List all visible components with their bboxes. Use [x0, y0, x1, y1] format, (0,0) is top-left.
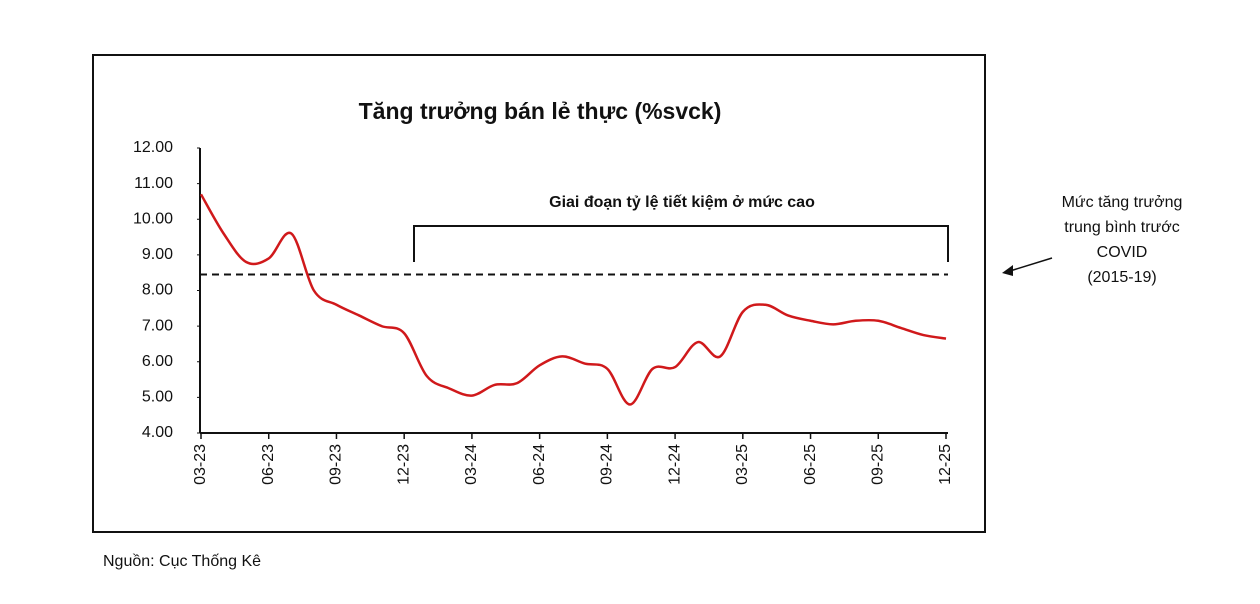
y-tick-label: 5.00 [142, 389, 173, 406]
x-tick-label: 06-25 [802, 444, 819, 485]
reference-note: COVID [1097, 244, 1148, 261]
reference-note: (2015-19) [1087, 269, 1156, 286]
x-tick-label: 03-24 [463, 444, 480, 485]
y-tick-label: 8.00 [142, 282, 173, 299]
x-tick-label: 12-23 [395, 444, 412, 485]
x-tick-label: 03-23 [192, 444, 209, 485]
y-tick-label: 6.00 [142, 353, 173, 370]
y-tick-label: 10.00 [133, 210, 173, 227]
y-tick-label: 11.00 [134, 175, 173, 192]
x-tick-label: 12-25 [937, 444, 954, 485]
reference-note: trung bình trước [1064, 219, 1179, 236]
chart-title: Tăng trưởng bán lẻ thực (%svck) [359, 98, 722, 124]
chart-frame [92, 54, 986, 533]
reference-note: Mức tăng trưởng [1062, 194, 1183, 211]
period-bracket [413, 225, 949, 262]
x-tick-label: 06-23 [260, 444, 277, 485]
source-note: Nguồn: Cục Thống Kê [103, 553, 261, 570]
x-tick-label: 09-24 [599, 444, 616, 485]
data-line [199, 193, 947, 406]
period-annotation: Giai đoạn tỷ lệ tiết kiệm ở mức cao [549, 194, 815, 211]
x-tick-label: 12-24 [666, 444, 683, 485]
y-tick-label: 7.00 [142, 317, 173, 334]
x-tick-label: 03-25 [734, 444, 751, 485]
reference-arrow [1009, 257, 1053, 272]
y-tick-label: 9.00 [142, 246, 173, 263]
x-tick-label: 09-23 [328, 444, 345, 485]
y-tick-label: 12.00 [133, 139, 173, 156]
x-tick-label: 06-24 [531, 444, 548, 485]
x-tick-label: 09-25 [869, 444, 886, 485]
reference-arrow-head [1002, 265, 1013, 276]
y-tick-label: 4.00 [142, 424, 173, 441]
